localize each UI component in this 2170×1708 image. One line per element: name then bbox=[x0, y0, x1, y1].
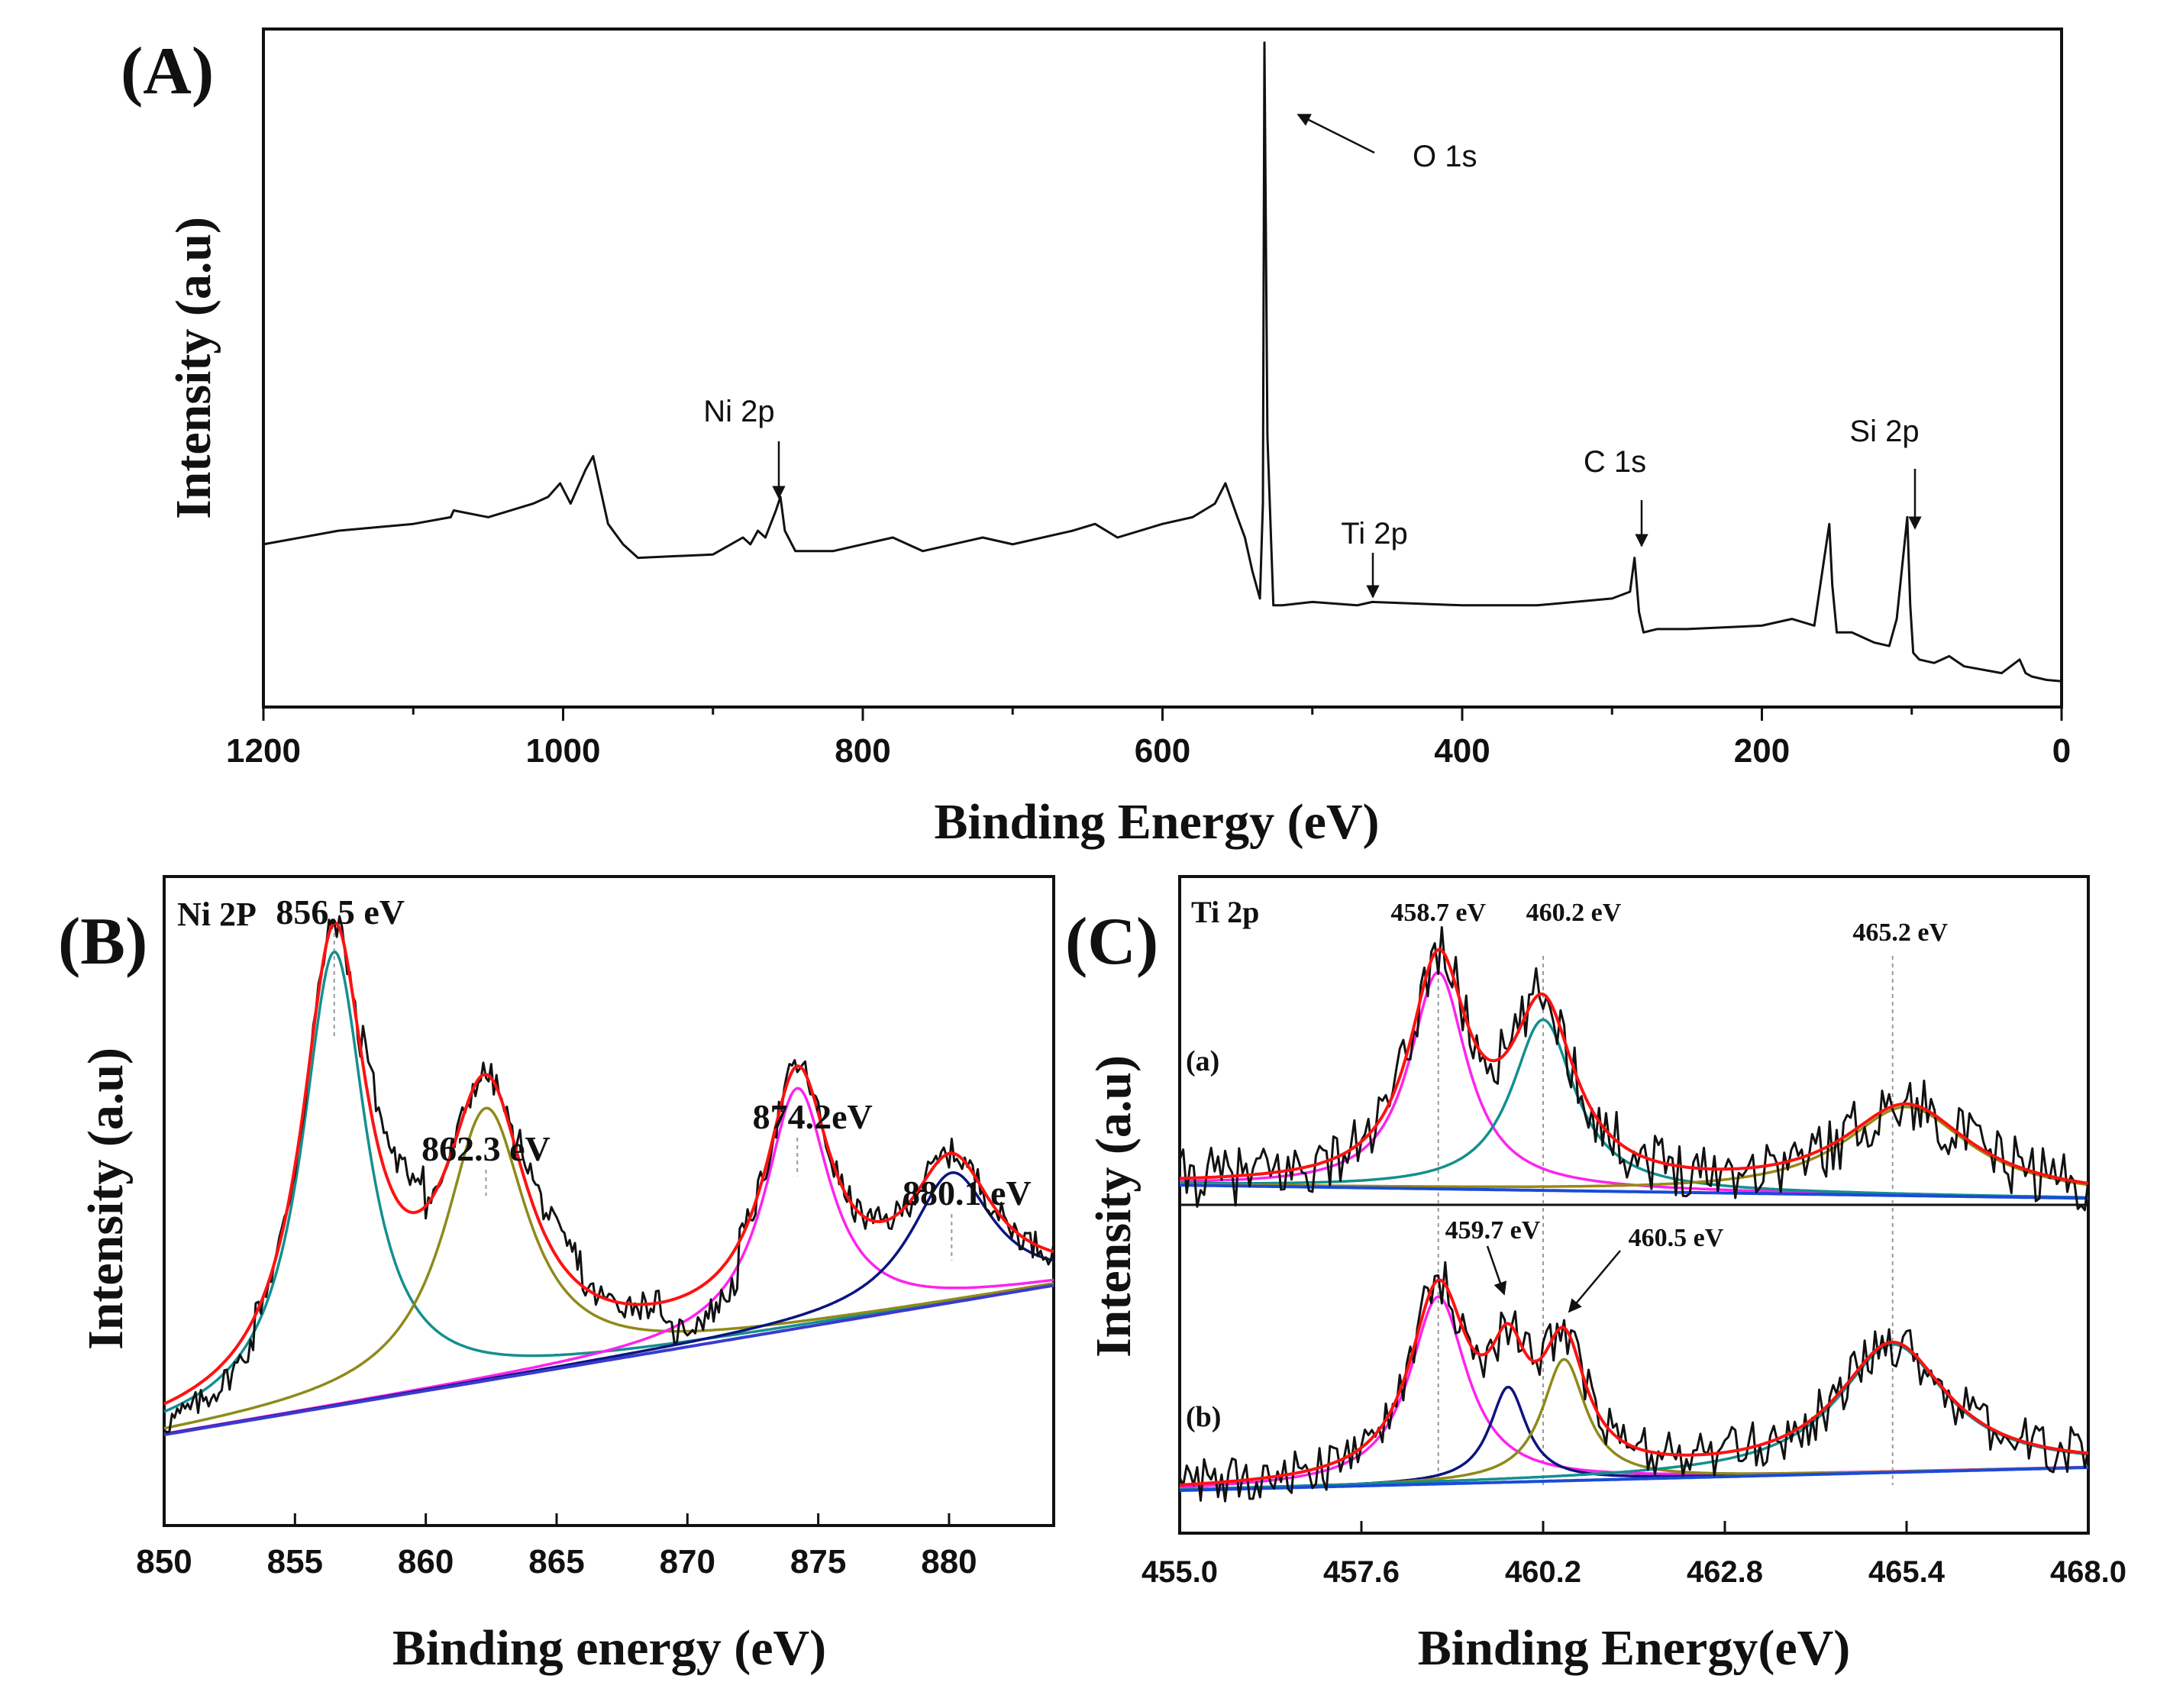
panel-a-x-ticks bbox=[262, 707, 2063, 721]
panel-c-x-tick-label: 457.6 bbox=[1323, 1555, 1400, 1589]
panel-a-annotation-label: C 1s bbox=[1584, 445, 1646, 479]
panel-b-peak-label: 856.5 eV bbox=[276, 893, 405, 931]
panel-c-x-tick-label: 462.8 bbox=[1687, 1555, 1763, 1589]
panel-c-x-tick-label: 465.4 bbox=[1868, 1555, 1946, 1589]
panel-b-title: Ni 2P bbox=[177, 896, 257, 933]
panel-c-letter: (C) bbox=[1065, 905, 1158, 979]
panel-b-guide-lines bbox=[333, 933, 953, 1261]
panel-c-peak-labels: 458.7 eV 460.2 eV 465.2 eV 459.7 eV 460.5 eV bbox=[1390, 899, 1948, 1313]
panel-c-subplot-a-peak-label: 465.2 eV bbox=[1852, 919, 1948, 947]
panel-c-subplot-b-baseline bbox=[1179, 1466, 2089, 1493]
panel-a-annotation-label: O 1s bbox=[1413, 140, 1477, 173]
panel-c-subplot-b-peak-arrow bbox=[1568, 1250, 1621, 1313]
panel-b-x-tick-label: 850 bbox=[136, 1543, 192, 1580]
panel-c-subplot-a-experimental-line bbox=[1178, 926, 2090, 1212]
panel-a-annotation-label: Ni 2p bbox=[703, 395, 774, 428]
panel-c-subplot-a-fit-component bbox=[1179, 1106, 2089, 1189]
panel-c-subplot-a-baseline bbox=[1180, 1183, 2088, 1200]
panel-b-ni2p-spectrum: (B) Ni 2P 850 855 860 865 870 875 880 856.5 eV… bbox=[58, 875, 1055, 1676]
panel-b-x-axis-title: Binding energy (eV) bbox=[392, 1620, 826, 1676]
panel-b-x-tick-labels: 850 855 860 865 870 875 880 bbox=[136, 1543, 977, 1580]
panel-a-x-axis-title: Binding Energy (eV) bbox=[934, 794, 1379, 850]
panel-a-x-tick-label: 1200 bbox=[226, 732, 301, 770]
panel-c-x-ticks bbox=[1178, 1521, 2090, 1533]
panel-c-title: Ti 2p bbox=[1191, 895, 1259, 929]
panel-c-subplot-a-label: (a) bbox=[1186, 1045, 1219, 1077]
panel-c-subplot-b-envelope-line bbox=[1179, 1278, 2089, 1487]
panel-a-x-tick-label: 600 bbox=[1135, 732, 1190, 770]
panel-a-x-tick-label: 0 bbox=[2052, 732, 2071, 770]
panel-b-curves bbox=[163, 915, 1055, 1436]
panel-c-y-axis-title: Intensity (a.u) bbox=[1086, 1055, 1142, 1358]
panel-a-plot-frame bbox=[262, 27, 2063, 709]
panel-c-subplot-b-peak-arrow bbox=[1486, 1245, 1507, 1296]
panel-a-survey-spectrum: (A) 1200 1000 800 600 400 200 0 O 1s Ni 2p Ti 2p… bbox=[121, 27, 2071, 850]
panel-c-subplot-a-peak-label: 460.2 eV bbox=[1526, 899, 1622, 927]
panel-c-subplot-b-label: (b) bbox=[1186, 1401, 1221, 1433]
panel-a-x-tick-label: 400 bbox=[1434, 732, 1490, 770]
panel-c-subplot-b-experimental-line bbox=[1178, 1261, 2090, 1503]
panel-b-x-tick-label: 855 bbox=[267, 1543, 323, 1580]
panel-b-baseline bbox=[163, 1283, 1054, 1436]
panel-b-x-tick-label: 870 bbox=[660, 1543, 715, 1580]
panel-a-survey-line bbox=[263, 41, 2062, 683]
panel-a-x-tick-label: 200 bbox=[1734, 732, 1790, 770]
panel-c-subplot-a-peak-label: 458.7 eV bbox=[1390, 899, 1486, 927]
panel-a-letter: (A) bbox=[121, 34, 214, 108]
panel-c-subplot-b-fit-component bbox=[1179, 1295, 2089, 1489]
panel-c-curves bbox=[1178, 926, 2090, 1503]
panel-b-x-ticks bbox=[163, 1513, 951, 1526]
panel-a-y-axis-title: Intensity (a.u) bbox=[166, 217, 221, 519]
panel-a-x-tick-label: 800 bbox=[835, 732, 890, 770]
panel-c-subplot-a-envelope-line bbox=[1179, 948, 2089, 1185]
panel-c-x-tick-label: 455.0 bbox=[1142, 1555, 1218, 1589]
panel-b-plot-frame bbox=[163, 875, 1055, 1527]
panel-c-subplot-b-peak-label: 459.7 eV bbox=[1445, 1216, 1541, 1245]
panel-a-annotation-arrow bbox=[1297, 113, 1375, 154]
panel-b-y-axis-title: Intensity (a.u) bbox=[78, 1048, 134, 1350]
panel-a-annotations: O 1s Ni 2p Ti 2p C 1s Si 2p bbox=[703, 113, 1922, 599]
panel-b-peak-label: 862.3 eV bbox=[421, 1129, 551, 1168]
panel-a-x-tick-labels: 1200 1000 800 600 400 200 0 bbox=[226, 732, 2071, 770]
panel-c-x-axis-title: Binding Energy(eV) bbox=[1418, 1620, 1851, 1676]
panel-b-peak-label: 874.2eV bbox=[753, 1097, 873, 1136]
panel-a-annotation-label: Ti 2p bbox=[1341, 517, 1407, 550]
panel-c-subplot-b-peak-label: 460.5 eV bbox=[1629, 1224, 1724, 1252]
panel-b-x-tick-label: 875 bbox=[790, 1543, 846, 1580]
panel-b-x-tick-label: 860 bbox=[398, 1543, 454, 1580]
panel-b-peak-labels: 856.5 eV 862.3 eV 874.2eV 880.1 eV bbox=[276, 893, 1031, 1212]
panel-a-annotation-label: Si 2p bbox=[1849, 415, 1919, 448]
panel-b-x-tick-label: 880 bbox=[921, 1543, 977, 1580]
panel-b-letter: (B) bbox=[58, 905, 147, 979]
panel-b-envelope-line bbox=[163, 921, 1054, 1406]
panel-b-fit-component bbox=[163, 1106, 1054, 1430]
panel-c-ti2p-spectrum: (C) Ti 2p (a) (b) 455.0 457.6 460.2 462.8 46… bbox=[1065, 875, 2126, 1676]
panel-c-x-tick-label: 460.2 bbox=[1505, 1555, 1581, 1589]
panel-c-x-tick-label: 468.0 bbox=[2050, 1555, 2126, 1589]
panel-a-x-tick-label: 1000 bbox=[526, 732, 601, 770]
panel-b-peak-label: 880.1 eV bbox=[903, 1174, 1032, 1212]
panel-b-x-tick-label: 865 bbox=[528, 1543, 584, 1580]
panel-c-x-tick-labels: 455.0 457.6 460.2 462.8 465.4 468.0 bbox=[1142, 1555, 2126, 1589]
